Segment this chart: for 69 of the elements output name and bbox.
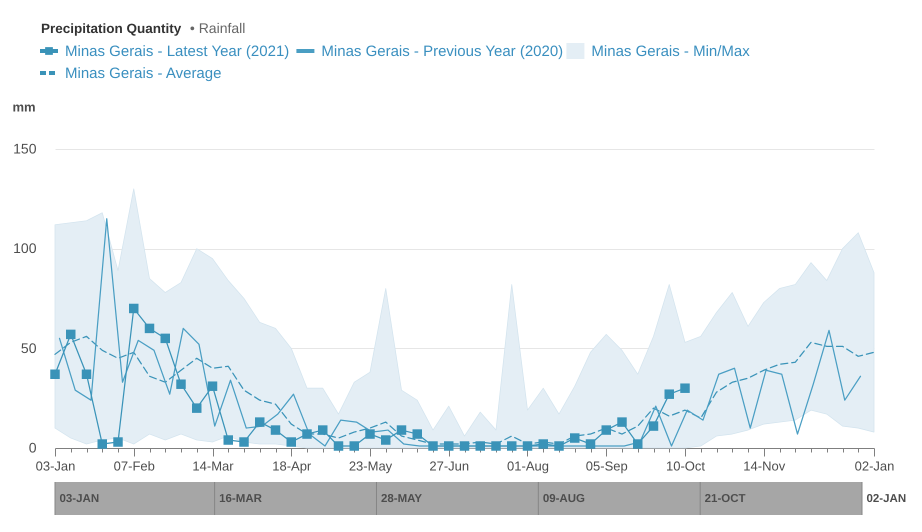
point [586, 439, 596, 449]
point [491, 441, 501, 451]
x2-tick-label: 03-JAN [60, 493, 100, 505]
point [396, 425, 406, 435]
point [664, 389, 674, 399]
y-tick-label: 100 [13, 240, 37, 256]
point [633, 439, 642, 449]
x2-tick-label: 28-MAY [380, 493, 422, 505]
point [144, 324, 154, 334]
x2-tick-label: 09-AUG [542, 493, 586, 505]
point [444, 441, 454, 451]
chart-subtitle: • Rainfall [190, 20, 246, 36]
point [270, 425, 280, 435]
x-tick-label: 18-Apr [272, 458, 312, 474]
x2-tick-label: 02-JAN [866, 493, 906, 505]
x-tick-label: 27-Jun [429, 458, 470, 474]
chart-title: Precipitation Quantity [41, 21, 182, 36]
point [208, 381, 218, 391]
point [381, 435, 390, 445]
point [570, 433, 580, 443]
x2-tick-label: 21-OCT [704, 493, 746, 505]
point [365, 429, 375, 439]
x-tick-label: 23-May [348, 458, 393, 474]
x-tick-label: 14-Nov [743, 458, 786, 474]
point [648, 421, 658, 431]
x-tick-label: 02-Jan [854, 458, 894, 474]
y-tick-label: 0 [28, 440, 37, 456]
point [82, 370, 92, 379]
point [460, 441, 470, 451]
point [286, 437, 296, 447]
point [302, 429, 312, 439]
point [239, 437, 249, 447]
point [522, 441, 532, 451]
point [334, 441, 344, 451]
point [176, 379, 186, 389]
x2-tick-label: 16-MAR [219, 493, 263, 505]
point [50, 370, 60, 379]
point [113, 437, 123, 447]
point [129, 304, 138, 314]
point [98, 439, 107, 449]
point [507, 441, 516, 451]
point [617, 417, 627, 427]
point [680, 383, 690, 393]
x-tick-label: 01-Aug [507, 458, 549, 474]
point [350, 441, 359, 451]
point [428, 441, 438, 451]
point [224, 435, 233, 445]
x-tick-label: 14-Mar [192, 458, 234, 474]
point [554, 441, 564, 451]
point [538, 439, 548, 449]
point [476, 441, 485, 451]
point [66, 330, 76, 340]
y-axis-title: mm [12, 100, 36, 114]
point [412, 429, 422, 439]
x-tick-label: 10-Oct [666, 458, 706, 474]
y-tick-label: 150 [13, 140, 37, 156]
point [255, 417, 264, 427]
legend-label: Minas Gerais - Min/Max [591, 43, 750, 60]
x-tick-label: 07-Feb [114, 458, 155, 474]
legend-label: Minas Gerais - Previous Year (2020) [321, 43, 564, 60]
point [318, 425, 328, 435]
point [192, 403, 202, 413]
point [160, 334, 170, 344]
legend-label: Minas Gerais - Latest Year (2021) [65, 43, 290, 60]
legend-label: Minas Gerais - Average [65, 65, 222, 82]
y-tick-label: 50 [20, 340, 37, 356]
x-tick-label: 03-Jan [36, 458, 76, 474]
x-tick-label: 05-Sep [586, 458, 628, 474]
point [602, 425, 611, 435]
